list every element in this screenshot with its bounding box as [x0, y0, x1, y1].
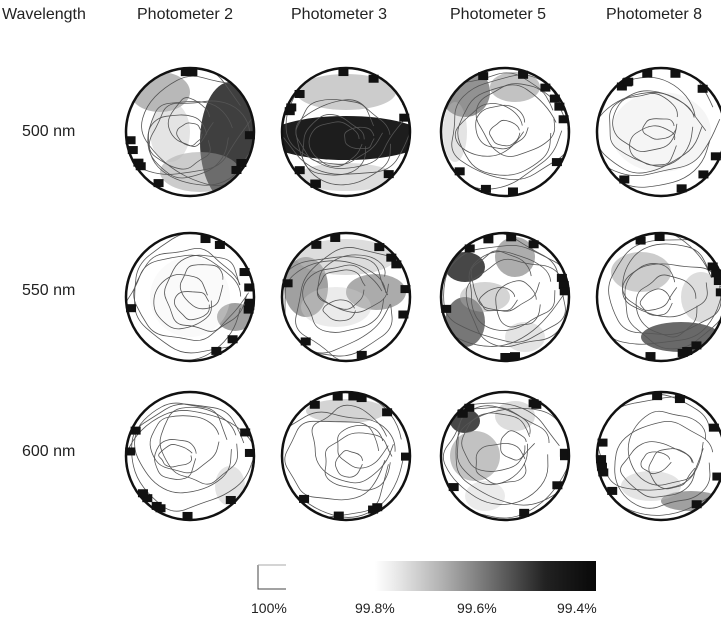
row-label-550nm: 550 nm — [22, 282, 76, 299]
legend-label-100: 100% — [251, 600, 287, 616]
uniformity-map — [280, 231, 412, 363]
row-label-600nm: 600 nm — [22, 443, 76, 460]
uniformity-map — [124, 231, 256, 363]
legend-label-99-6: 99.6% — [457, 600, 497, 616]
uniformity-map — [439, 390, 571, 522]
uniformity-map — [124, 66, 256, 198]
header-photometer-2: Photometer 2 — [137, 6, 234, 23]
legend-label-99-8: 99.8% — [355, 600, 395, 616]
legend-label-99-4: 99.4% — [557, 600, 597, 616]
header-photometer-5: Photometer 5 — [450, 6, 547, 23]
uniformity-map — [280, 390, 412, 522]
header-wavelength: Wavelength — [2, 6, 86, 23]
uniformity-map — [595, 66, 721, 198]
uniformity-map — [439, 231, 571, 363]
legend-gradient-bar — [256, 561, 596, 591]
uniformity-map — [124, 390, 256, 522]
header-photometer-3: Photometer 3 — [291, 6, 388, 23]
header-photometer-8: Photometer 8 — [606, 6, 703, 23]
uniformity-map — [595, 231, 721, 363]
uniformity-map — [595, 390, 721, 522]
row-label-500nm: 500 nm — [22, 123, 76, 140]
uniformity-map — [280, 66, 412, 198]
uniformity-map — [439, 66, 571, 198]
uniformity-map-grid — [124, 66, 721, 522]
